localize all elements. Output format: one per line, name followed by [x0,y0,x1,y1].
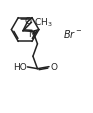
Text: +: + [31,30,37,36]
Text: O: O [24,16,31,25]
Text: N: N [29,30,35,39]
Text: CH$_3$: CH$_3$ [34,17,52,29]
Text: HO: HO [13,63,26,72]
Text: Br$^-$: Br$^-$ [63,27,82,39]
Text: O: O [50,62,57,71]
